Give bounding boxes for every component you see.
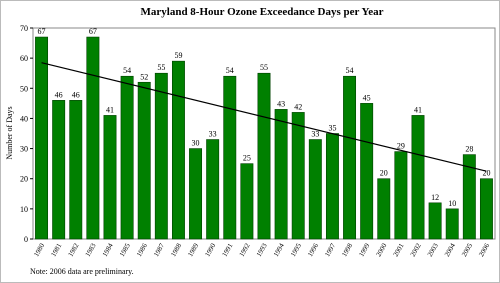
- value-label: 52: [140, 72, 148, 81]
- y-axis-label: Number of Days: [5, 106, 14, 159]
- bar: [206, 139, 220, 240]
- bar: [462, 154, 476, 240]
- value-label: 46: [55, 90, 63, 99]
- y-tick-label: 50: [20, 84, 28, 93]
- bar: [377, 178, 391, 240]
- bar: [257, 72, 271, 240]
- y-tick-label: 70: [20, 24, 28, 33]
- value-label: 54: [123, 66, 131, 75]
- bar: [52, 100, 66, 240]
- value-label: 12: [431, 193, 439, 202]
- value-label: 10: [448, 199, 456, 208]
- bar: [428, 202, 442, 240]
- y-tick-label: 0: [24, 235, 28, 244]
- bar: [154, 72, 168, 240]
- value-label: 42: [294, 102, 302, 111]
- y-tick-label: 60: [20, 54, 28, 63]
- value-label: 29: [397, 142, 405, 151]
- bar: [189, 148, 203, 240]
- value-label: 55: [157, 63, 165, 72]
- value-label: 67: [38, 27, 46, 36]
- bar: [240, 163, 254, 240]
- value-label: 30: [192, 139, 200, 148]
- bar: [274, 109, 288, 240]
- bar: [445, 208, 459, 240]
- bar: [411, 115, 425, 240]
- bar: [308, 139, 322, 240]
- bar: [360, 103, 374, 240]
- bar: [137, 81, 151, 240]
- value-label: 41: [106, 105, 114, 114]
- bar: [69, 100, 83, 240]
- y-tick-label: 40: [20, 114, 28, 123]
- value-label: 20: [380, 169, 388, 178]
- value-label: 20: [482, 169, 490, 178]
- value-label: 43: [277, 99, 285, 108]
- value-label: 45: [363, 93, 371, 102]
- bar: [291, 112, 305, 240]
- y-tick-label: 30: [20, 145, 28, 154]
- value-label: 67: [89, 27, 97, 36]
- value-label: 33: [311, 130, 319, 139]
- value-label: 33: [209, 130, 217, 139]
- value-label: 41: [414, 105, 422, 114]
- value-label: 28: [465, 145, 473, 154]
- note: Note: 2006 data are preliminary.: [30, 267, 134, 276]
- bar: [325, 133, 339, 240]
- bar: [394, 151, 408, 240]
- bar: [343, 75, 357, 240]
- trendline: [41, 62, 487, 172]
- bar: [223, 75, 237, 240]
- value-label: 35: [328, 124, 336, 133]
- y-tick-label: 10: [20, 205, 28, 214]
- value-label: 46: [72, 90, 80, 99]
- bar: [86, 36, 100, 240]
- bar: [103, 115, 117, 240]
- bar: [35, 36, 49, 240]
- bar: [120, 75, 134, 240]
- value-label: 59: [174, 51, 182, 60]
- bar: [479, 178, 493, 240]
- y-tick-label: 20: [20, 175, 28, 184]
- chart-title: Maryland 8-Hour Ozone Exceedance Days pe…: [141, 6, 384, 18]
- value-label: 54: [226, 66, 234, 75]
- bar: [171, 60, 185, 240]
- value-label: 25: [243, 154, 251, 163]
- value-label: 55: [260, 63, 268, 72]
- value-label: 54: [346, 66, 354, 75]
